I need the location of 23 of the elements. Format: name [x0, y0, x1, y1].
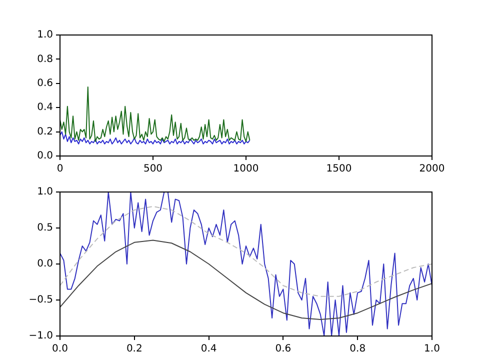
y-tick-label: −1.0 — [28, 330, 53, 342]
y-tick-label: 1.0 — [37, 186, 53, 198]
x-tick-label: 1000 — [233, 164, 259, 175]
x-tick-label: 1500 — [326, 164, 352, 175]
x-tick-label: 0.2 — [126, 344, 142, 355]
x-tick-label: 0.4 — [200, 344, 217, 355]
y-tick-label: 0.6 — [37, 78, 53, 89]
y-tick-label: −0.5 — [28, 294, 53, 306]
x-tick-label: 500 — [143, 164, 163, 175]
y-tick-label: 0.8 — [37, 54, 53, 65]
x-tick-label: 2000 — [419, 164, 445, 175]
y-tick-label: 0.0 — [37, 150, 53, 162]
x-tick-label: 1.0 — [424, 344, 440, 355]
y-tick-label: 0.0 — [37, 258, 53, 270]
y-tick-label: 0.2 — [37, 126, 53, 138]
y-tick-label: 0.4 — [37, 102, 53, 114]
x-tick-label: 0 — [56, 164, 64, 175]
y-tick-label: 1.0 — [37, 30, 53, 41]
x-tick-label: 0.8 — [350, 344, 366, 355]
line-series — [60, 206, 432, 297]
x-tick-label: 0.0 — [52, 344, 68, 355]
x-tick-label: 0.6 — [275, 344, 292, 355]
y-tick-label: 0.5 — [37, 222, 53, 234]
